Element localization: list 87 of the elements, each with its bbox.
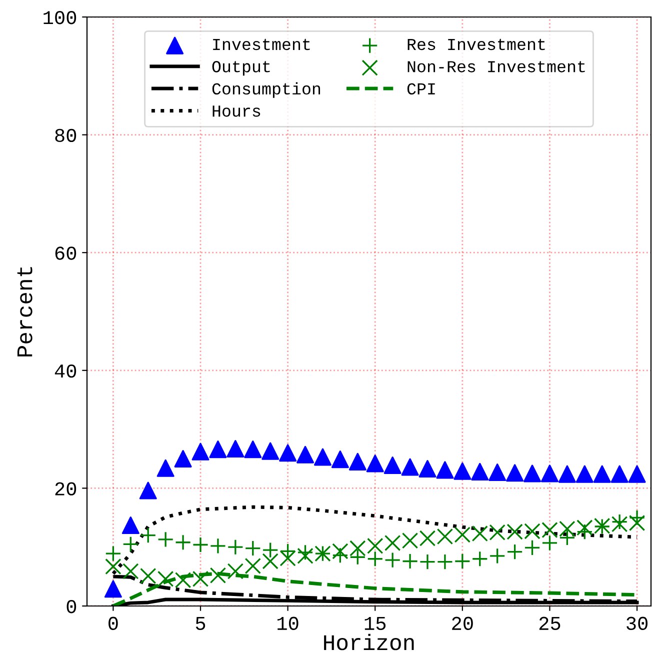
point: [436, 554, 454, 570]
point: [366, 550, 384, 567]
point: [262, 553, 278, 570]
point: [384, 456, 402, 474]
legend-label: CPI: [407, 83, 435, 95]
point: [122, 516, 140, 534]
point: [210, 538, 226, 554]
point: [104, 580, 122, 598]
point: [280, 543, 296, 560]
point: [540, 464, 558, 482]
y-tick-label: 0: [66, 600, 76, 614]
point: [192, 536, 209, 553]
point: [558, 465, 576, 483]
y-tick-label: 100: [44, 11, 76, 24]
point: [227, 563, 244, 580]
point: [436, 461, 454, 479]
point: [227, 538, 244, 556]
point: [280, 550, 296, 566]
point: [139, 482, 157, 500]
point: [524, 464, 542, 482]
x-tick-label: 30: [626, 616, 648, 630]
point: [105, 545, 122, 562]
y-tick-label: 80: [55, 128, 76, 142]
point: [454, 462, 472, 480]
point: [506, 464, 524, 482]
point: [506, 544, 523, 560]
point: [122, 563, 139, 580]
point: [366, 454, 384, 472]
legend-label: Investment: [213, 38, 310, 50]
point: [419, 554, 436, 570]
point: [628, 465, 646, 483]
point: [140, 527, 156, 544]
point: [262, 542, 278, 558]
point: [402, 532, 418, 549]
point: [244, 540, 261, 556]
point: [279, 444, 297, 462]
point: [542, 534, 558, 552]
y-axis-title: Percent: [17, 267, 32, 356]
point: [174, 450, 192, 468]
x-axis-title: Horizon: [324, 634, 414, 650]
point: [140, 568, 156, 584]
point: [366, 538, 384, 554]
x-tick-label: 10: [278, 616, 298, 630]
point: [331, 450, 349, 468]
point: [174, 534, 192, 551]
point: [384, 534, 401, 552]
point: [489, 548, 506, 564]
x-tick-label: 15: [364, 617, 386, 630]
point: [105, 558, 122, 575]
point: [524, 540, 540, 556]
point: [192, 442, 210, 460]
point: [384, 552, 401, 568]
x-tick-label: 5: [196, 617, 206, 630]
point: [454, 553, 471, 570]
point: [610, 465, 628, 483]
point: [472, 550, 488, 567]
legend-label: Consumption: [212, 82, 320, 98]
legend-label: Non-Res Investment: [408, 61, 585, 72]
y-tick-label: 60: [55, 246, 76, 260]
point: [314, 448, 332, 466]
point: [209, 440, 227, 458]
x-tick-label: 25: [539, 616, 560, 630]
legend-label: Hours: [212, 106, 260, 117]
point: [401, 458, 419, 476]
legend-label: Output: [212, 61, 270, 76]
point: [157, 531, 174, 548]
x-tick-label: 20: [452, 616, 473, 630]
point: [226, 440, 244, 458]
point: [262, 442, 280, 460]
point: [471, 462, 489, 480]
y-tick-label: 40: [54, 364, 76, 378]
point: [576, 465, 594, 483]
point: [244, 558, 261, 574]
point: [348, 452, 366, 470]
point: [297, 548, 314, 564]
point: [156, 459, 174, 477]
legend-label: Res Investment: [408, 38, 545, 50]
point: [122, 536, 139, 552]
y-tick-label: 20: [55, 482, 76, 496]
point: [296, 446, 314, 464]
point: [593, 465, 611, 483]
point: [402, 553, 418, 570]
point: [244, 440, 262, 458]
point: [488, 464, 506, 482]
point: [210, 567, 226, 584]
point: [418, 460, 436, 478]
x-tick-label: 0: [108, 616, 118, 630]
